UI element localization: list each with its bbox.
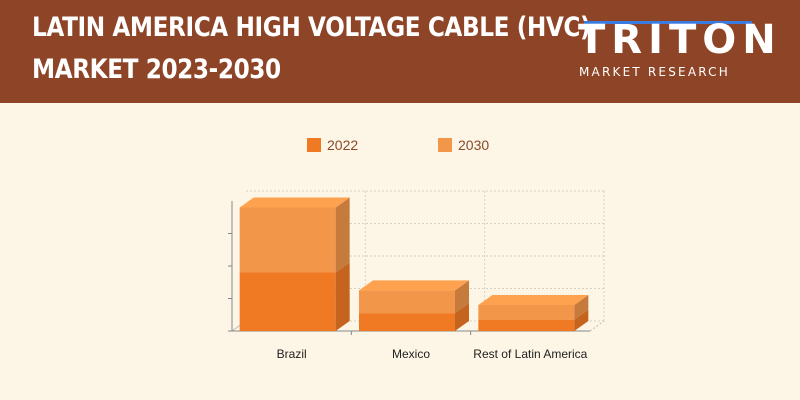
bar-side (335, 262, 350, 331)
legend-swatch-2030 (438, 138, 452, 152)
bar-2030-rest-of-latin-america (478, 305, 575, 320)
x-tick-label: Brazil (277, 347, 307, 361)
legend-swatch-2022 (307, 138, 321, 152)
bar-2030-brazil (239, 207, 336, 273)
bar-top (239, 197, 350, 208)
bar-side (455, 303, 469, 331)
legend-label-2022: 2022 (327, 137, 358, 153)
bar-2022-rest-of-latin-america (478, 319, 575, 331)
triton-logo: TRITON MARKET RESEARCH (578, 18, 776, 82)
page-title-line-2: MARKET 2023-2030 (32, 54, 281, 85)
bar-chart: Brazil Mexico Rest of Latin America 2022 203… (228, 137, 605, 361)
bar-2030-mexico (359, 290, 455, 314)
bar-side (574, 309, 589, 331)
bar-2022-mexico (359, 313, 455, 331)
logo-tagline: MARKET RESEARCH (579, 65, 730, 79)
page-title-line-1: LATIN AMERICA HIGH VOLTAGE CABLE (HVC) (32, 12, 591, 43)
header-banner: LATIN AMERICA HIGH VOLTAGE CABLE (HVC) M… (0, 0, 800, 103)
bar-side (335, 197, 350, 273)
bar-side (574, 295, 589, 320)
x-tick-label: Rest of Latin America (473, 347, 587, 361)
bar-side (455, 280, 469, 314)
bar-2022-brazil (239, 272, 336, 331)
logo-accent-bar (584, 21, 752, 24)
floor-edge (589, 320, 605, 332)
bar-top (359, 280, 469, 291)
legend-label-2030: 2030 (458, 137, 489, 153)
x-tick-label: Mexico (392, 347, 430, 361)
logo-wordmark: TRITON (578, 17, 782, 63)
bar-top (478, 295, 589, 305)
